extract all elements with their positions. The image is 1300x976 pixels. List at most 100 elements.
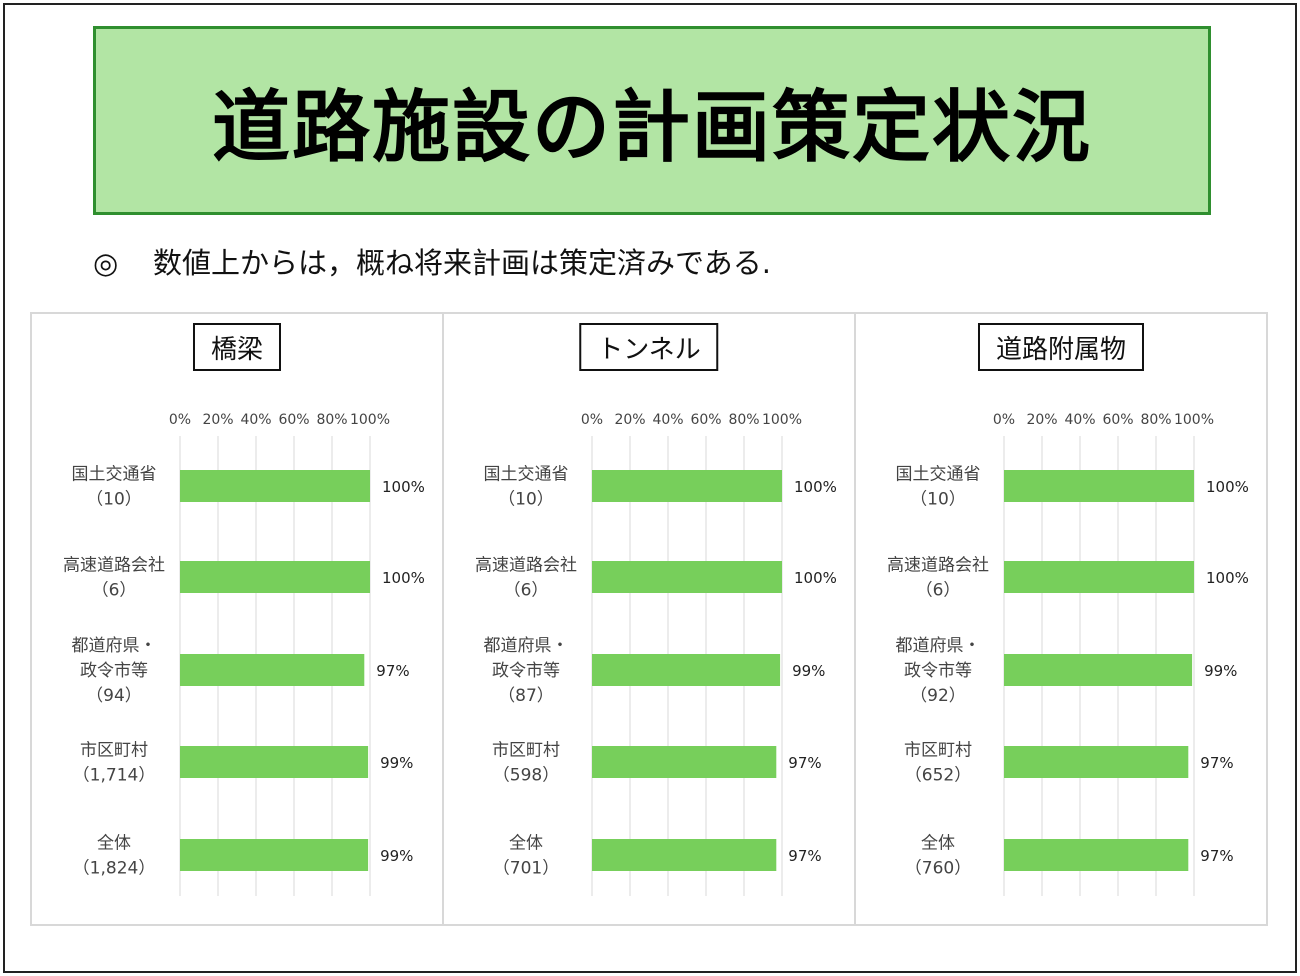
x-tick-label: 80% [316, 412, 347, 428]
title-banner: 道路施設の計画策定状況 [93, 26, 1211, 215]
category-label: 国土交通省 [72, 465, 157, 485]
category-label: （701） [493, 859, 559, 879]
category-label: 都道府県・ [896, 636, 981, 656]
x-tick-label: 0% [993, 412, 1015, 428]
bar [180, 839, 369, 871]
bar [1004, 561, 1194, 593]
x-tick-labels: 0% 20% 40% 60% 80% 100% [581, 412, 802, 428]
data-label: 99% [380, 847, 413, 865]
category-label: 高速道路会社 [475, 556, 577, 576]
chart-panel-tunnels: 0% 20% 40% 60% 80% 100% 100% 国土交通省 （10） 100% 高速道路会… [444, 314, 856, 924]
chart-panels: 0% 20% 40% 60% 80% 100% 100% 国土交通省 （10） 100% 高速道路会… [30, 312, 1268, 926]
x-tick-label: 40% [240, 412, 271, 428]
category-label: 都道府県・ [484, 636, 569, 656]
bar [1004, 839, 1189, 871]
category-label: 政令市等 [80, 661, 148, 681]
x-tick-labels: 0% 20% 40% 60% 80% 100% [993, 412, 1214, 428]
x-tick-label: 80% [728, 412, 759, 428]
x-tick-label: 60% [690, 412, 721, 428]
category-label: 全体 [97, 834, 131, 854]
category-label: 国土交通省 [896, 465, 981, 485]
page-title: 道路施設の計画策定状況 [211, 81, 1092, 173]
chart-title: トンネル [579, 323, 719, 371]
data-label: 100% [382, 478, 425, 496]
data-label: 100% [1206, 569, 1249, 587]
data-label: 97% [1200, 847, 1233, 865]
bar [180, 746, 369, 778]
bar [1004, 654, 1193, 686]
x-tick-label: 100% [1174, 412, 1214, 428]
category-label: （10） [498, 490, 554, 510]
bar [1004, 746, 1189, 778]
chart-panel-road-accessories: 0% 20% 40% 60% 80% 100% 100% 国土交通省 （10） 100% 高速道路会… [856, 314, 1266, 924]
bar [592, 561, 782, 593]
category-label: （6） [916, 581, 961, 601]
data-label: 99% [1204, 662, 1237, 680]
chart-title: 道路附属物 [977, 323, 1145, 371]
category-label: （10） [86, 490, 142, 510]
x-tick-label: 20% [202, 412, 233, 428]
bar [592, 746, 777, 778]
data-label: 100% [1206, 478, 1249, 496]
slide-frame [3, 3, 1297, 973]
data-label: 97% [376, 662, 409, 680]
summary-text: 数値上からは，概ね将来計画は策定済みである. [153, 246, 771, 280]
x-tick-label: 20% [1026, 412, 1057, 428]
category-label: 都道府県・ [72, 636, 157, 656]
category-label: （1,824） [73, 859, 156, 879]
gridlines [179, 436, 371, 896]
category-label: 政令市等 [492, 661, 560, 681]
category-label: 市区町村 [80, 741, 148, 761]
x-tick-label: 40% [1064, 412, 1095, 428]
bar [180, 654, 365, 686]
x-tick-label: 60% [278, 412, 309, 428]
x-tick-label: 100% [762, 412, 802, 428]
data-label: 100% [794, 569, 837, 587]
x-tick-label: 0% [169, 412, 191, 428]
category-label: （87） [498, 686, 554, 706]
category-label: 市区町村 [904, 741, 972, 761]
chart-tunnels: 0% 20% 40% 60% 80% 100%100%国土交通省（10）100%高速道路会… [475, 412, 837, 896]
data-label: 100% [794, 478, 837, 496]
x-tick-label: 80% [1140, 412, 1171, 428]
summary-note: ◎ 数値上からは，概ね将来計画は策定済みである. [93, 240, 771, 282]
category-label: （652） [905, 766, 971, 786]
category-label: 高速道路会社 [887, 556, 989, 576]
category-label: （760） [905, 859, 971, 879]
x-tick-label: 100% [350, 412, 390, 428]
bar [592, 839, 777, 871]
category-label: （94） [86, 686, 142, 706]
data-label: 97% [788, 847, 821, 865]
data-label: 99% [792, 662, 825, 680]
data-label: 99% [380, 754, 413, 772]
category-label: 国土交通省 [484, 465, 569, 485]
x-tick-label: 0% [581, 412, 603, 428]
bar [180, 561, 370, 593]
bar [592, 654, 781, 686]
data-label: 97% [788, 754, 821, 772]
x-tick-label: 20% [614, 412, 645, 428]
chart-panel-bridges: 0% 20% 40% 60% 80% 100% 100% 国土交通省 （10） 100% 高速道路会… [32, 314, 444, 924]
category-label: （92） [910, 686, 966, 706]
data-label: 97% [1200, 754, 1233, 772]
category-label: （10） [910, 490, 966, 510]
chart-title: 橋梁 [192, 323, 282, 371]
category-label: （6） [504, 581, 549, 601]
category-label: （1,714） [73, 766, 156, 786]
category-label: （598） [493, 766, 559, 786]
bar [592, 470, 782, 502]
category-label: （6） [92, 581, 137, 601]
x-tick-labels: 0% 20% 40% 60% 80% 100% [169, 412, 390, 428]
x-tick-label: 40% [652, 412, 683, 428]
category-label: 高速道路会社 [63, 556, 165, 576]
double-circle-icon: ◎ [93, 246, 119, 280]
category-label: 市区町村 [492, 741, 560, 761]
bar [1004, 470, 1194, 502]
bar [180, 470, 370, 502]
category-label: 全体 [921, 834, 955, 854]
chart-road-accessories: 0% 20% 40% 60% 80% 100%100%国土交通省（10）100%高速道路会… [887, 412, 1249, 896]
category-label: 全体 [509, 834, 543, 854]
category-label: 政令市等 [904, 661, 972, 681]
data-label: 100% [382, 569, 425, 587]
chart-bridges: 0% 20% 40% 60% 80% 100%100%国土交通省（10）100%高速道路会… [63, 412, 425, 896]
